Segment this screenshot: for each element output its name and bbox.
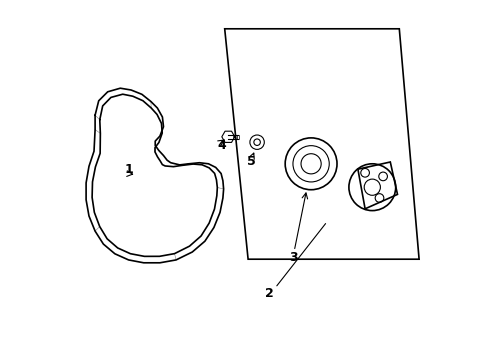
Polygon shape <box>224 29 418 259</box>
Text: 5: 5 <box>247 155 256 168</box>
Text: 2: 2 <box>265 287 273 300</box>
Text: 3: 3 <box>288 251 297 264</box>
Text: 1: 1 <box>124 163 133 176</box>
Text: 4: 4 <box>217 139 226 152</box>
